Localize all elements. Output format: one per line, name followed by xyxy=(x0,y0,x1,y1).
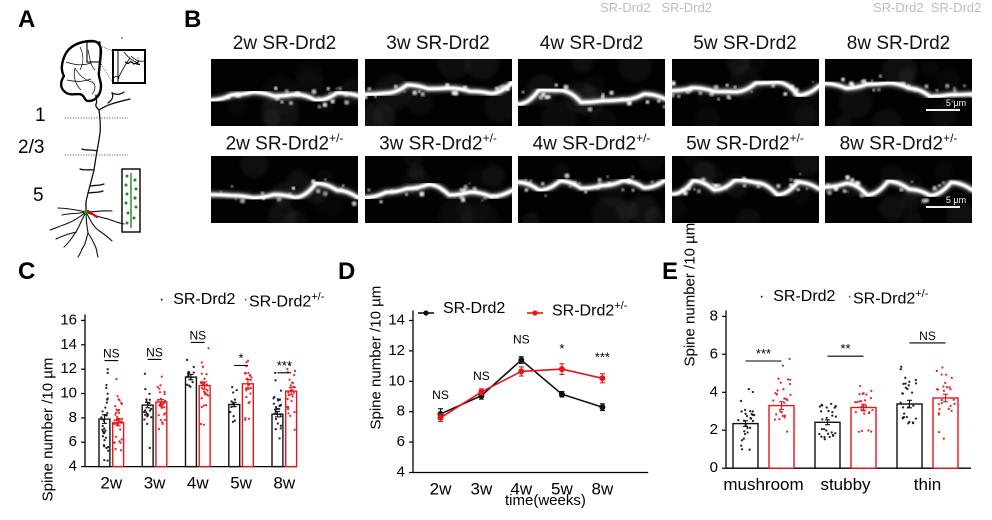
svg-text:4: 4 xyxy=(710,383,718,400)
svg-text:0: 0 xyxy=(710,459,718,476)
svg-text:**: ** xyxy=(840,341,850,356)
svg-text:6: 6 xyxy=(710,345,718,362)
svg-text:8: 8 xyxy=(710,307,718,324)
svg-text:***: *** xyxy=(756,346,771,361)
svg-text:2: 2 xyxy=(710,421,718,438)
svg-text:mushroom: mushroom xyxy=(723,475,803,494)
svg-text:stubby: stubby xyxy=(820,475,871,494)
